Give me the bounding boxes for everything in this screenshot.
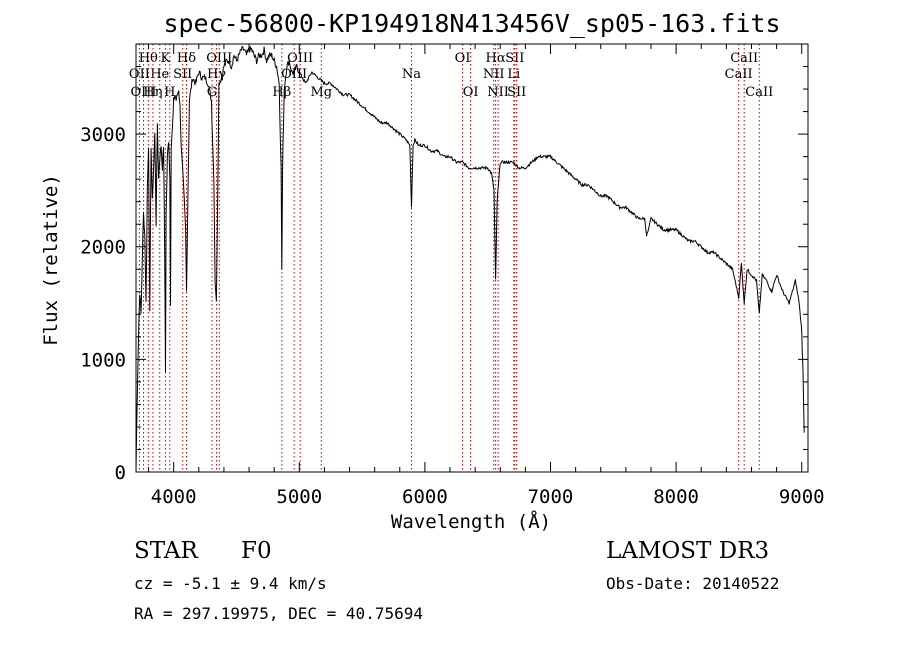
line-label: SII: [173, 67, 192, 82]
line-label: OI: [455, 51, 471, 66]
y-tick-label: 2000: [80, 237, 126, 259]
plot-frame: [135, 43, 809, 473]
x-tick-label: 7000: [528, 486, 574, 508]
plot-area: [135, 45, 805, 473]
line-label: He: [150, 67, 169, 82]
line-label: G: [207, 85, 217, 100]
line-label: OIII: [281, 67, 307, 82]
line-label: Mg: [310, 85, 332, 100]
axes: 4000 5000 6000 7000 8000 9000 0 1000 2000 3000: [80, 43, 825, 508]
line-label: NII: [483, 67, 505, 82]
line-label: Hθ: [139, 51, 158, 66]
x-tick-label: 8000: [653, 486, 699, 508]
line-label: SII: [505, 51, 524, 66]
x-tick-label: 5000: [276, 486, 322, 508]
line-label: CaII: [745, 85, 773, 100]
object-class: STAR: [134, 538, 198, 564]
x-axis-label: Wavelength (Å): [391, 510, 551, 533]
x-tick-label: 4000: [151, 486, 197, 508]
line-label: Hα: [486, 51, 506, 66]
line-label: Hη: [143, 85, 162, 100]
spectrum-line: [135, 45, 805, 473]
chart-title: spec-56800-KP194918N413456V_sp05-163.fit…: [163, 9, 780, 38]
line-label: OII: [129, 67, 150, 82]
survey-name: LAMOST DR3: [606, 538, 770, 564]
redshift-readout: cz = -5.1 ± 9.4 km/s: [134, 574, 327, 593]
line-label: NII: [487, 85, 509, 100]
line-label: Hβ: [272, 85, 291, 100]
line-label: Na: [402, 67, 421, 82]
line-label: Hδ: [177, 51, 196, 66]
x-tick-label: 6000: [402, 486, 448, 508]
line-label: OI: [463, 85, 479, 100]
coordinates: RA = 297.19975, DEC = 40.75694: [134, 604, 423, 623]
y-tick-label: 3000: [80, 124, 126, 146]
line-label: CaII: [730, 51, 758, 66]
obs-date: Obs-Date: 20140522: [606, 574, 780, 593]
y-tick-label: 1000: [80, 349, 126, 371]
line-label: H: [164, 85, 175, 100]
x-tick-label: 9000: [779, 486, 825, 508]
y-tick-label: 0: [115, 462, 126, 484]
y-axis-label: Flux (relative): [40, 174, 62, 346]
object-subclass: F0: [241, 538, 272, 564]
line-label: SII: [507, 85, 526, 100]
line-label: OIII: [287, 51, 313, 66]
line-label: CaII: [725, 67, 753, 82]
line-label: K: [161, 51, 171, 66]
line-label: Li: [507, 67, 520, 82]
